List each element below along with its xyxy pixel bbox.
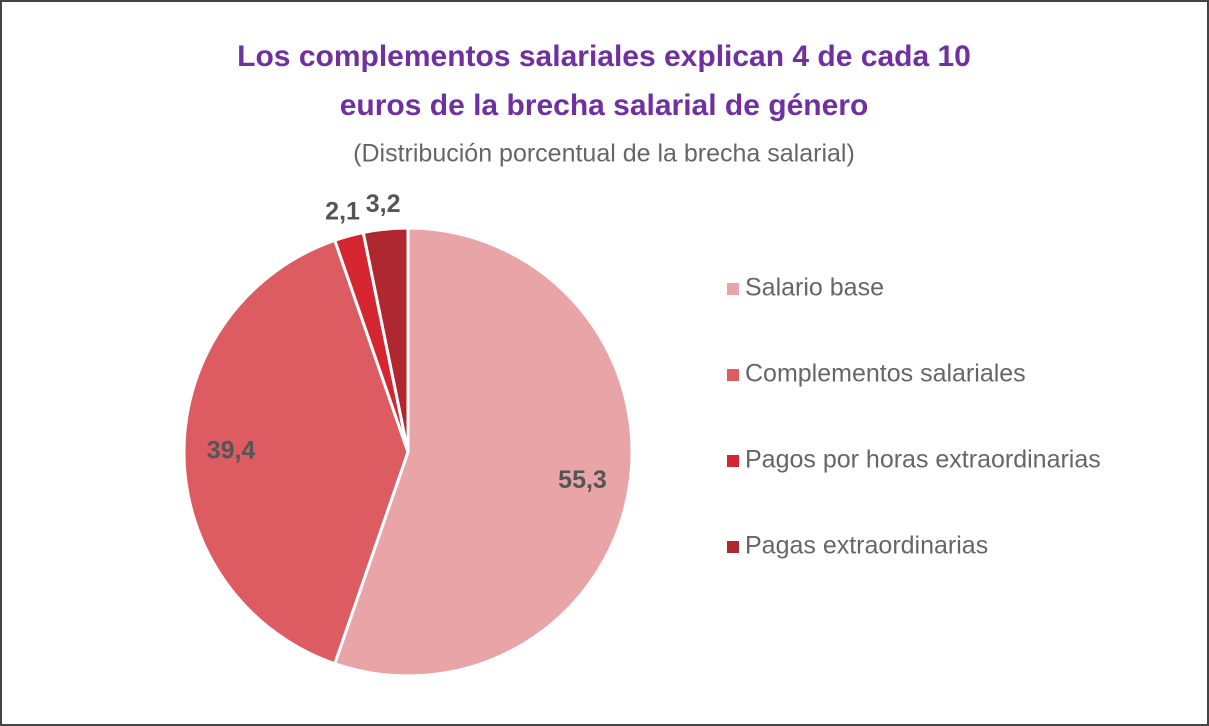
- legend-swatch: [727, 369, 739, 381]
- legend-swatch: [727, 283, 739, 295]
- legend-label: Complementos salariales: [745, 360, 1026, 388]
- data-label: 3,2: [366, 190, 401, 218]
- chart-title: euros de la brecha salarial de género: [340, 89, 869, 122]
- legend-label: Salario base: [745, 274, 884, 302]
- chart-title: Los complementos salariales explican 4 d…: [237, 40, 971, 73]
- pie-slice: [361, 226, 410, 453]
- chart-subtitle: (Distribución porcentual de la brecha sa…: [353, 140, 855, 168]
- data-label: 2,1: [325, 197, 360, 225]
- data-label: 55,3: [558, 466, 607, 494]
- legend-swatch: [727, 455, 739, 467]
- legend-swatch: [727, 541, 739, 553]
- pie-slice: [182, 238, 410, 666]
- legend-label: Pagas extraordinarias: [745, 532, 988, 560]
- legend-label: Pagos por horas extraordinarias: [745, 446, 1101, 474]
- data-label: 39,4: [207, 437, 256, 465]
